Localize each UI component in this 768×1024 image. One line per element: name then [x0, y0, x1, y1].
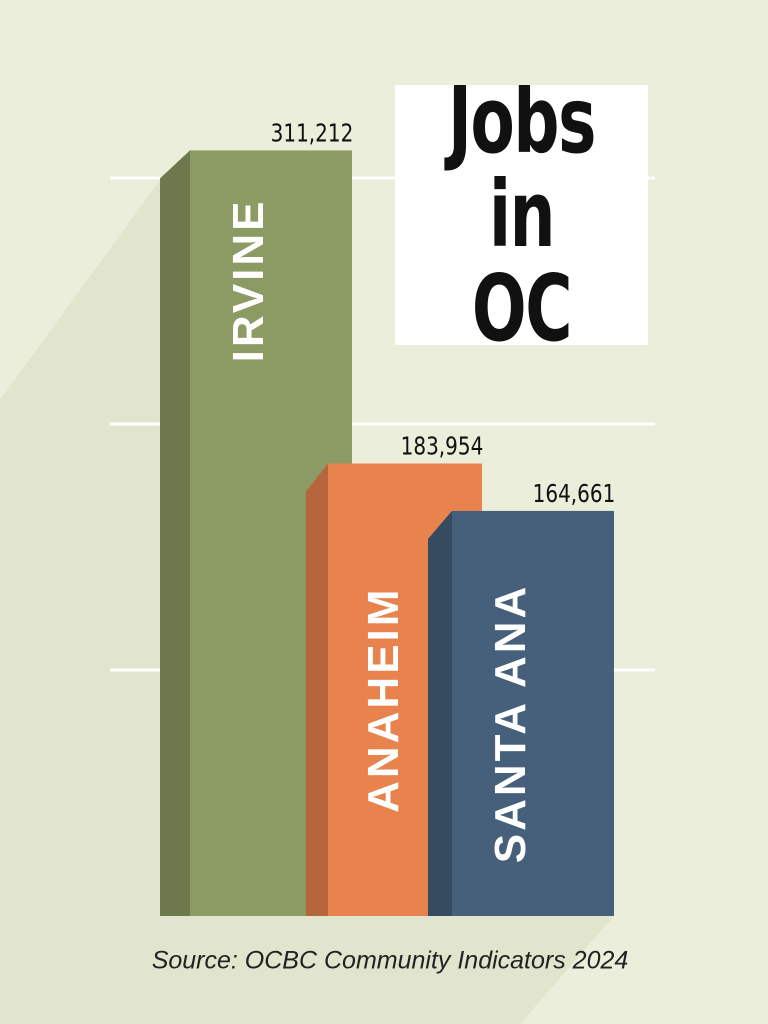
bar-side: [160, 150, 190, 917]
value-label: 183,954: [401, 433, 484, 462]
bar-side: [428, 510, 452, 916]
category-label: IRVINE: [224, 198, 273, 362]
chart-title: Jobs in OC: [447, 85, 596, 345]
source: Source: OCBC Community Indicators 2024: [152, 947, 629, 975]
category-label: SANTA ANA: [486, 584, 535, 864]
title-box: Jobs in OC: [395, 85, 648, 345]
bar-side: [306, 463, 328, 916]
value-label: 311,212: [271, 120, 354, 149]
value-label: 164,661: [533, 480, 616, 509]
bar: [452, 510, 614, 916]
shadow: [0, 180, 614, 1024]
category-label: ANAHEIM: [359, 587, 408, 813]
bars: 311,212 IRVINE 183,954 ANAHEIM 164,661 SANTA …: [160, 120, 616, 917]
